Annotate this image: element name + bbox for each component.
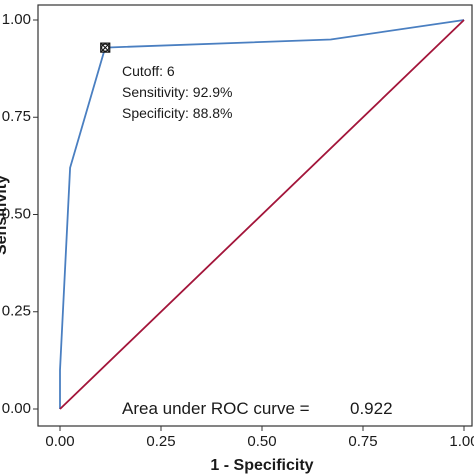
cutoff-marker bbox=[100, 42, 111, 53]
x-tick-label: 0.00 bbox=[45, 433, 74, 450]
y-tick-label: 0.25 bbox=[2, 303, 31, 320]
x-axis-title: 1 - Specificity bbox=[210, 457, 313, 474]
series-layer bbox=[59, 19, 465, 410]
cutoff-marker-circle bbox=[101, 43, 110, 52]
y-tick-label: 0.00 bbox=[2, 400, 31, 417]
y-tick-label: 0.75 bbox=[2, 108, 31, 125]
y-tick-label: 1.00 bbox=[2, 11, 31, 28]
marker-layer bbox=[100, 42, 111, 53]
y-tick-label: 0.50 bbox=[2, 205, 31, 222]
specificity-label: Specificity: 88.8% bbox=[122, 105, 233, 121]
cutoff-label: Cutoff: 6 bbox=[122, 63, 175, 79]
y-axis-ticks: 0.00 0.25 0.50 0.75 1.00 bbox=[2, 11, 38, 417]
auc-label: Area under ROC curve = bbox=[122, 399, 310, 418]
x-axis-ticks: 0.00 0.25 0.50 0.75 1.00 bbox=[45, 426, 474, 450]
plot-frame bbox=[37, 4, 473, 427]
x-tick-label: 0.75 bbox=[348, 433, 377, 450]
auc-value: 0.922 bbox=[350, 399, 393, 418]
x-tick-label: 0.25 bbox=[146, 433, 175, 450]
reference-diagonal-line bbox=[59, 19, 465, 410]
y-axis-title: Sensitivity bbox=[0, 175, 10, 255]
cutoff-marker-cross bbox=[100, 42, 111, 53]
sensitivity-label: Sensitivity: 92.9% bbox=[122, 84, 233, 100]
x-tick-label: 0.50 bbox=[247, 433, 276, 450]
x-tick-label: 1.00 bbox=[449, 433, 474, 450]
roc-curve-line bbox=[59, 19, 465, 409]
